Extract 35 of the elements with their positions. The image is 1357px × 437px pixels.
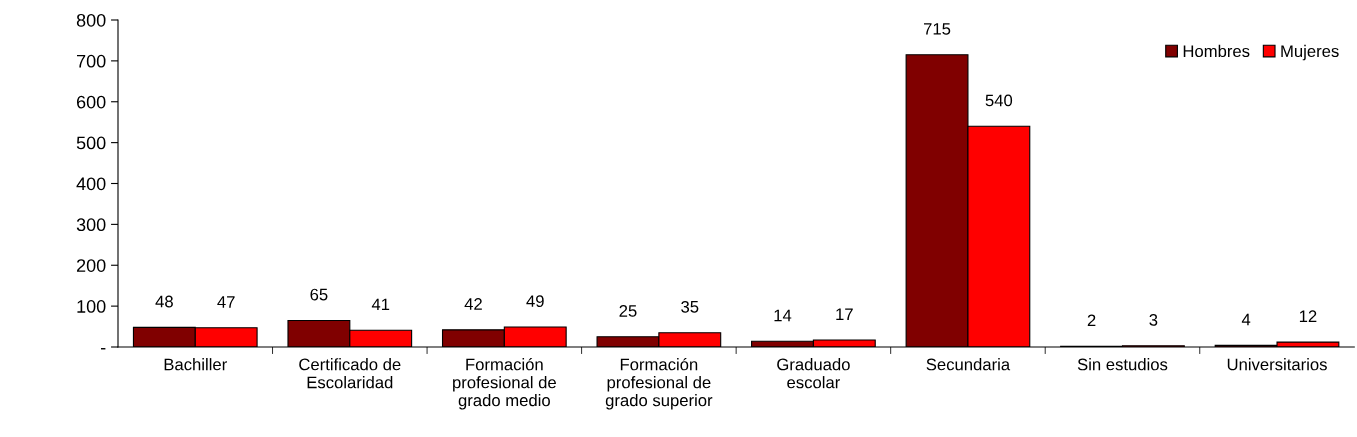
x-tick-label: Universitarios	[1227, 358, 1327, 371]
legend-label: Mujeres	[1281, 44, 1339, 61]
x-tick-label: Formación profesional de grado superior	[605, 357, 713, 410]
data-label: 35	[681, 300, 699, 313]
data-label: 47	[217, 296, 235, 308]
data-label: 12	[1299, 310, 1317, 322]
data-label: 41	[371, 298, 390, 311]
data-label: 2	[1087, 314, 1096, 327]
data-label: 17	[836, 308, 853, 320]
y-tick-label: 700	[77, 54, 106, 68]
x-tick-label: Certificado de Escolaridad	[299, 358, 401, 389]
x-tick-label: Formación profesional de grado medio	[453, 357, 556, 410]
data-label: 25	[619, 305, 637, 317]
data-label: 4	[1241, 313, 1251, 326]
data-label: 3	[1149, 314, 1158, 326]
x-tick-label: Bachiller	[164, 358, 227, 371]
y-tick-label: 100	[77, 300, 106, 313]
y-tick-label: 200	[76, 259, 106, 272]
y-tick-label: 800	[76, 13, 106, 27]
data-label: 49	[526, 295, 544, 308]
data-label: 65	[310, 288, 328, 301]
x-tick-label: Graduado escolar	[777, 358, 850, 389]
legend-label: Hombres	[1183, 44, 1250, 58]
data-label: 48	[155, 295, 173, 308]
data-label: 42	[464, 298, 482, 310]
y-tick-label: 500	[76, 136, 106, 150]
y-tick-label: 300	[76, 218, 106, 232]
data-label: 540	[985, 94, 1013, 107]
x-tick-label: Sin estudios	[1077, 358, 1168, 371]
y-tick-label: 600	[76, 95, 106, 109]
x-tick-label: Secundaria	[926, 358, 1011, 371]
data-label: 715	[923, 23, 951, 35]
y-tick-label: -	[100, 348, 106, 350]
y-tick-label: 400	[76, 177, 106, 191]
data-label: 14	[774, 309, 792, 322]
